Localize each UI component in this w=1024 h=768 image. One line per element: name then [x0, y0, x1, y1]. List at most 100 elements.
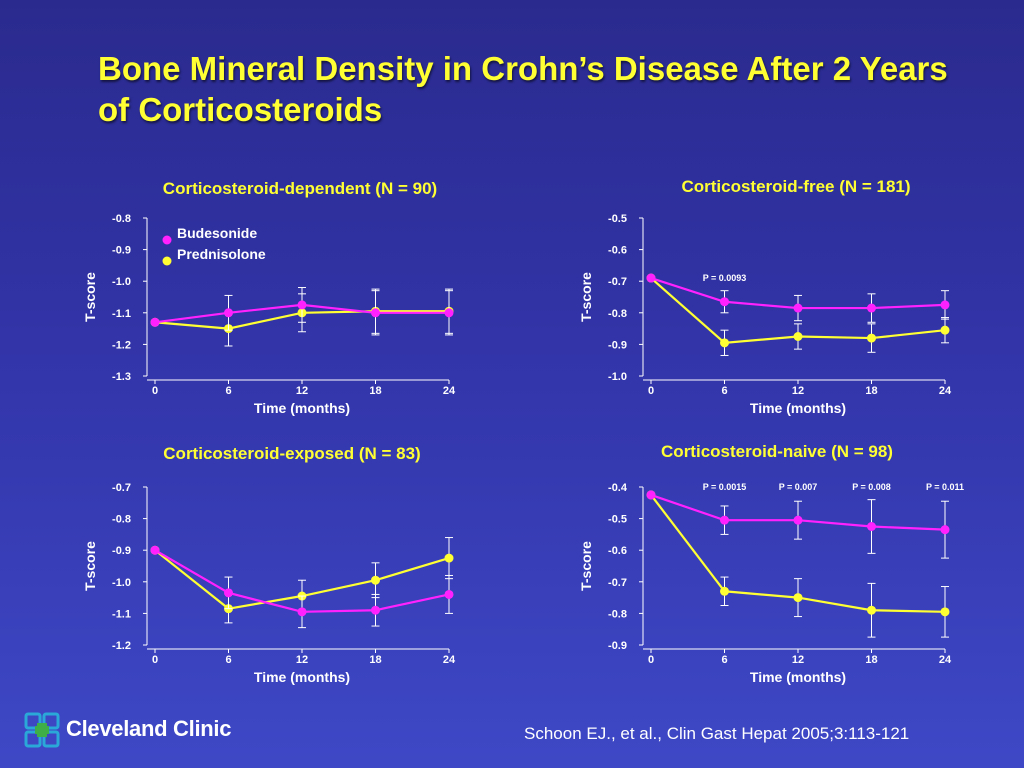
slide-title: Bone Mineral Density in Crohn’s Disease …: [98, 50, 948, 128]
x-tick-label: 12: [792, 385, 804, 397]
data-point: [720, 586, 729, 596]
y-tick-label: -0.8: [608, 308, 627, 320]
data-point: [867, 605, 876, 615]
y-tick-label: -0.9: [608, 640, 627, 652]
x-tick-label: 18: [369, 385, 381, 397]
data-point: [940, 525, 950, 535]
x-tick-label: 24: [939, 654, 952, 666]
p-value-annotation: P = 0.007: [779, 482, 818, 492]
logo-text: Cleveland Clinic: [66, 716, 232, 741]
charts-area: Corticosteroid-dependent (N = 90) -0.8 -0.…: [82, 177, 964, 685]
y-tick-label: -0.8: [112, 213, 131, 225]
data-point: [150, 317, 160, 327]
data-point: [371, 575, 380, 585]
data-point: [793, 303, 803, 313]
x-tick-label: 18: [369, 654, 381, 666]
chart-panel-2: Corticosteroid-free (N = 181) -0.5 -0.6 -0.…: [578, 177, 952, 416]
data-point: [297, 607, 307, 617]
data-point: [646, 273, 656, 283]
data-point: [720, 297, 729, 307]
x-tick-label: 24: [443, 385, 456, 397]
data-point: [224, 588, 233, 598]
y-tick-label: -0.7: [608, 276, 627, 288]
series-budesonide: [150, 545, 454, 629]
x-axis-label: Time (months): [750, 669, 846, 685]
x-tick-label: 0: [152, 654, 158, 666]
data-point: [444, 308, 454, 318]
series-budesonide: [646, 490, 950, 559]
x-tick-label: 24: [939, 385, 952, 397]
y-tick-label: -1.2: [112, 640, 131, 652]
x-axis-label: Time (months): [254, 400, 350, 416]
y-tick-label: -0.9: [608, 339, 627, 351]
p-value-annotation: P = 0.0093: [703, 273, 747, 283]
x-tick-label: 12: [296, 654, 308, 666]
x-tick-label: 0: [648, 385, 654, 397]
y-tick-label: -1.3: [112, 371, 131, 383]
data-point: [940, 325, 950, 335]
data-point: [940, 300, 950, 310]
x-tick-label: 6: [225, 385, 231, 397]
data-point: [150, 545, 160, 555]
chart-panel-4: Corticosteroid-naive (N = 98) -0.4 -0.5 -0.…: [578, 442, 964, 685]
data-point: [444, 553, 454, 563]
data-point: [793, 332, 803, 341]
data-point: [793, 515, 803, 525]
x-tick-label: 18: [865, 385, 877, 397]
data-point: [224, 308, 233, 318]
y-tick-label: -1.0: [112, 577, 131, 589]
series-budesonide: [646, 273, 950, 323]
legend-marker: [162, 256, 172, 266]
data-point: [646, 490, 656, 500]
y-tick-label: -0.5: [608, 213, 627, 225]
y-tick-label: -0.8: [608, 608, 627, 620]
legend-marker: [162, 235, 172, 245]
x-tick-label: 6: [721, 385, 727, 397]
x-tick-label: 6: [225, 654, 231, 666]
y-tick-label: -0.4: [608, 482, 628, 494]
data-point: [940, 607, 950, 617]
y-tick-label: -1.0: [608, 371, 627, 383]
legend-label: Budesonide: [177, 225, 257, 241]
p-value-annotation: P = 0.0015: [703, 482, 747, 492]
y-tick-label: -0.6: [608, 545, 627, 557]
y-tick-label: -0.7: [112, 482, 131, 494]
x-tick-label: 24: [443, 654, 456, 666]
y-tick-label: -0.5: [608, 514, 627, 526]
data-point: [371, 605, 380, 615]
data-point: [867, 303, 876, 313]
legend-label: Prednisolone: [177, 246, 266, 262]
p-value-annotation: P = 0.008: [852, 482, 891, 492]
data-point: [867, 522, 876, 531]
y-tick-label: -1.2: [112, 339, 131, 351]
chart-title: Corticosteroid-free (N = 181): [681, 177, 910, 196]
data-point: [444, 589, 454, 599]
p-value-annotation: P = 0.011: [926, 482, 964, 492]
y-tick-label: -0.7: [608, 577, 627, 589]
data-point: [297, 300, 307, 310]
x-axis-label: Time (months): [750, 400, 846, 416]
y-axis-label: T-score: [82, 272, 98, 322]
y-axis-label: T-score: [578, 272, 594, 322]
y-tick-label: -1.0: [112, 276, 131, 288]
citation: Schoon EJ., et al., Clin Gast Hepat 2005…: [524, 724, 910, 743]
data-point: [720, 515, 729, 525]
y-tick-label: -1.1: [112, 308, 131, 320]
x-tick-label: 18: [865, 654, 877, 666]
chart-title: Corticosteroid-exposed (N = 83): [163, 444, 420, 463]
y-axis-label: T-score: [578, 541, 594, 591]
data-point: [720, 338, 729, 348]
data-point: [867, 333, 876, 343]
chart-panel-3: Corticosteroid-exposed (N = 83) -0.7 -0.8 -…: [82, 444, 456, 685]
data-point: [793, 593, 803, 603]
y-tick-label: -1.1: [112, 608, 131, 620]
y-tick-label: -0.9: [112, 245, 131, 257]
x-tick-label: 0: [152, 385, 158, 397]
x-tick-label: 12: [792, 654, 804, 666]
x-axis-label: Time (months): [254, 669, 350, 685]
chart-title: Corticosteroid-dependent (N = 90): [163, 179, 437, 198]
y-tick-label: -0.8: [112, 514, 131, 526]
x-tick-label: 6: [721, 654, 727, 666]
series-budesonide: [150, 287, 454, 336]
data-point: [371, 308, 380, 318]
